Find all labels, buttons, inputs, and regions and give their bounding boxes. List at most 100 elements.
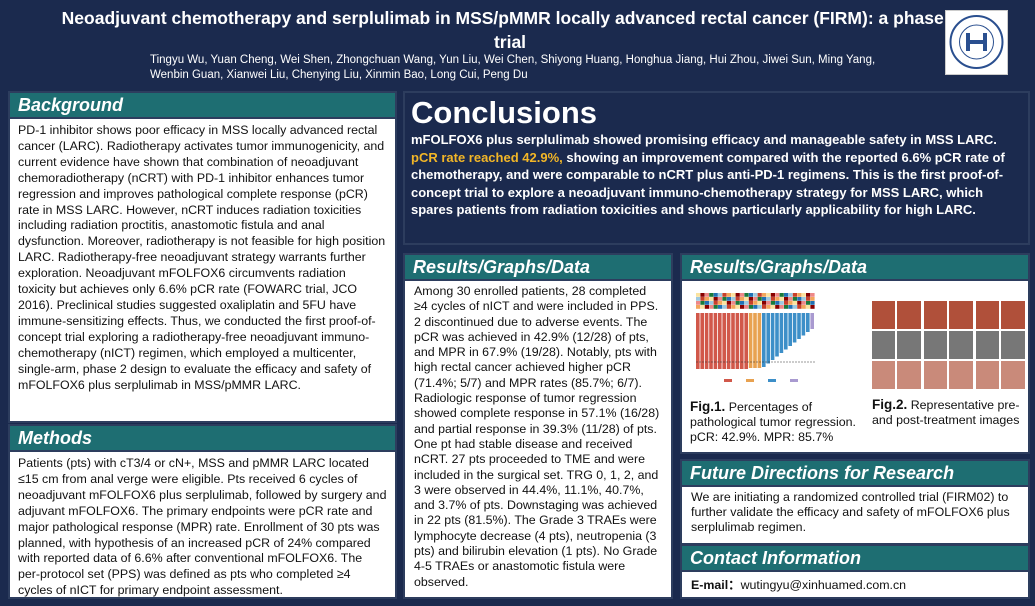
heatmap-cell — [779, 293, 784, 297]
heatmap-cell — [740, 297, 745, 301]
heatmap-cell — [792, 305, 797, 309]
heatmap-cell — [779, 301, 784, 305]
figure-2-label: Fig.2. — [872, 397, 908, 412]
clinical-image-thumbnail — [872, 331, 895, 359]
clinical-image-thumbnail — [924, 361, 947, 389]
heatmap-cell — [797, 293, 802, 297]
clinical-image-thumbnail — [924, 331, 947, 359]
heatmap-cell — [722, 301, 727, 305]
waterfall-bar — [731, 313, 735, 369]
heatmap-cell — [709, 293, 714, 297]
figure-2-image-grid — [872, 293, 1027, 393]
heatmap-cell — [792, 293, 797, 297]
heatmap-cell — [700, 293, 705, 297]
heatmap-cell — [696, 297, 701, 301]
methods-panel: Methods Patients (pts) with cT3/4 or cN+… — [8, 424, 397, 599]
heatmap-cell — [810, 305, 815, 309]
heatmap-cell — [713, 301, 718, 305]
clinical-image-thumbnail — [897, 301, 921, 329]
heatmap-cell — [757, 305, 762, 309]
heatmap-cell — [801, 293, 806, 297]
waterfall-bar — [775, 313, 779, 357]
heatmap-cell — [713, 293, 718, 297]
waterfall-bar — [766, 313, 770, 364]
heatmap-cell — [726, 297, 731, 301]
heatmap-cell — [801, 301, 806, 305]
heatmap-cell — [744, 293, 749, 297]
background-text: PD-1 inhibitor shows poor efficacy in MS… — [18, 123, 386, 392]
heatmap-cell — [779, 297, 784, 301]
heatmap-cell — [718, 301, 723, 305]
heatmap-cell — [726, 293, 731, 297]
heatmap-cell — [709, 297, 714, 301]
heatmap-cell — [753, 293, 758, 297]
waterfall-bar — [770, 313, 775, 360]
heatmap-cell — [718, 293, 723, 297]
waterfall-bar — [792, 313, 797, 343]
waterfall-bar — [700, 313, 704, 369]
waterfall-bar — [810, 313, 814, 329]
waterfall-bar — [757, 313, 762, 368]
heatmap-cell — [700, 305, 705, 309]
heatmap-cell — [696, 293, 701, 297]
heatmap-cell — [766, 305, 771, 309]
heatmap-cell — [797, 305, 802, 309]
figure-2-caption: Fig.2. Representative pre- and post-trea… — [872, 397, 1032, 428]
results-figures-panel: Results/Graphs/Data Fig.1. Percentages o… — [680, 253, 1030, 454]
heatmap-cell — [784, 301, 789, 305]
waterfall-bar — [744, 313, 748, 369]
waterfall-bar — [722, 313, 726, 369]
clinical-image-thumbnail — [949, 361, 973, 389]
contact-line: E-mail：wutingyu@xinhuamed.com.cn — [682, 572, 1028, 600]
clinical-image-thumbnail — [1001, 301, 1025, 329]
waterfall-bar — [797, 313, 801, 339]
waterfall-bar — [726, 313, 731, 369]
heatmap-cell — [726, 301, 731, 305]
heatmap-cell — [753, 297, 758, 301]
heatmap-cell — [731, 301, 736, 305]
heatmap-cell — [810, 293, 815, 297]
waterfall-bar — [784, 313, 788, 350]
results-heading: Results/Graphs/Data — [405, 255, 671, 281]
heatmap-cell — [801, 305, 806, 309]
background-panel: Background PD-1 inhibitor shows poor eff… — [8, 91, 397, 423]
heatmap-cell — [704, 301, 709, 305]
heatmap-cell — [704, 293, 709, 297]
waterfall-bar — [735, 313, 740, 369]
heatmap-cell — [788, 297, 793, 301]
clinical-image-thumbnail — [897, 361, 921, 389]
conclusions-panel: Conclusions mFOLFOX6 plus serplulimab sh… — [403, 91, 1030, 245]
figure-2-caption-text: Representative pre- and post-treatment i… — [872, 398, 1020, 427]
heatmap-cell — [744, 301, 749, 305]
waterfall-bar — [704, 313, 709, 369]
heatmap-cell — [762, 297, 767, 301]
heatmap-cell — [757, 301, 762, 305]
figure-1-caption: Fig.1. Percentages of pathological tumor… — [690, 399, 870, 445]
heatmap-cell — [801, 297, 806, 301]
heatmap-cell — [775, 297, 780, 301]
heatmap-cell — [766, 297, 771, 301]
waterfall-bar — [779, 313, 784, 353]
heatmap-cell — [797, 301, 802, 305]
methods-text: Patients (pts) with cT3/4 or cN+, MSS an… — [18, 456, 387, 598]
clinical-image-thumbnail — [976, 301, 999, 329]
heatmap-cell — [731, 297, 736, 301]
email-link[interactable]: wutingyu@xinhuamed.com.cn — [740, 578, 907, 592]
heatmap-cell — [713, 305, 718, 309]
heatmap-cell — [810, 297, 815, 301]
heatmap-cell — [792, 301, 797, 305]
heatmap-cell — [718, 297, 723, 301]
heatmap-cell — [722, 293, 727, 297]
heatmap-cell — [735, 293, 740, 297]
heatmap-cell — [735, 301, 740, 305]
legend-swatch — [746, 379, 754, 382]
clinical-image-thumbnail — [924, 301, 947, 329]
heatmap-cell — [810, 301, 815, 305]
heatmap-cell — [744, 297, 749, 301]
heatmap-cell — [753, 305, 758, 309]
waterfall-bar — [740, 313, 744, 369]
heatmap-cell — [731, 293, 736, 297]
background-heading: Background — [10, 93, 395, 119]
heatmap-cell — [744, 305, 749, 309]
clinical-image-thumbnail — [1001, 331, 1025, 359]
